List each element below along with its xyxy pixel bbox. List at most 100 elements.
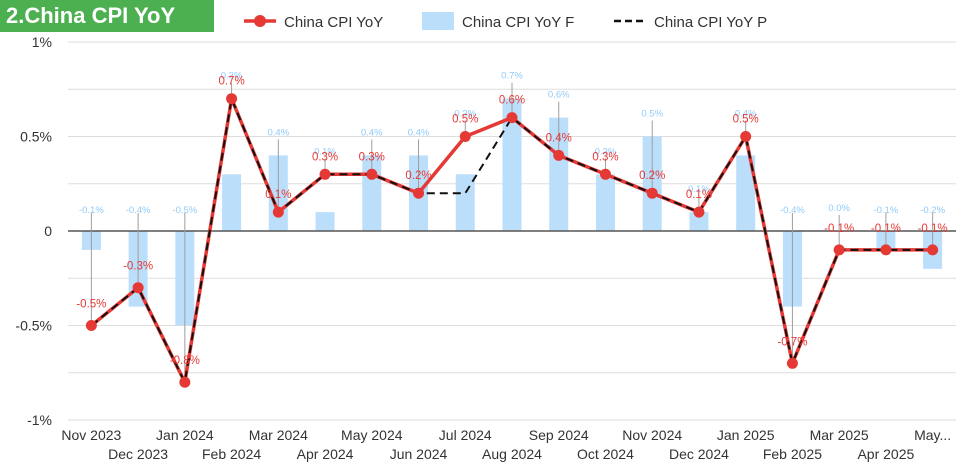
actual-data-labels: -0.5%-0.3%-0.8%0.7%0.1%0.3% 0.3%0.2%0.5%0… <box>76 76 947 368</box>
actual-point <box>459 131 471 142</box>
actual-data-label: 0.3% <box>312 151 338 163</box>
actual-data-label: -0.1% <box>824 223 854 235</box>
forecast-data-label: 0.1% <box>314 146 336 157</box>
actual-point <box>833 244 845 256</box>
x-tick-label: May 2024 <box>341 427 403 443</box>
actual-data-label: 0.1% <box>686 189 712 201</box>
x-tick-label: Dec 2023 <box>108 446 168 462</box>
actual-point <box>646 187 658 199</box>
forecast-data-label: 0.4% <box>735 109 757 120</box>
actual-point <box>506 112 518 124</box>
x-tick-label: Mar 2024 <box>249 427 308 443</box>
actual-data-label: 0.3% <box>592 151 618 163</box>
chart-title: 2.China CPI YoY <box>0 0 214 32</box>
y-tick-label: 0 <box>44 223 52 239</box>
x-tick-label: Feb 2025 <box>763 446 822 462</box>
forecast-data-label: 0.3% <box>454 109 476 120</box>
x-tick-label: May... <box>914 427 951 443</box>
forecast-data-label: 0.6% <box>548 90 570 101</box>
forecast-bar <box>222 174 242 231</box>
actual-data-label: -0.1% <box>871 223 901 235</box>
forecast-data-label: 0.1% <box>688 184 710 195</box>
forecast-data-label: -0.1% <box>873 205 898 216</box>
x-tick-label: Nov 2024 <box>622 427 682 443</box>
forecast-data-label: -0.4% <box>126 205 151 216</box>
actual-data-label: 0.7% <box>218 76 244 88</box>
legend-label-forecast: China CPI YoY F <box>462 14 574 31</box>
actual-point <box>553 149 565 161</box>
forecast-bar <box>455 174 475 231</box>
y-tick-label: 0.5% <box>20 129 52 145</box>
forecast-data-label: 0.3% <box>221 71 243 82</box>
forecast-data-label: 0.0% <box>828 203 850 214</box>
x-tick-label: Jul 2024 <box>439 427 492 443</box>
forecast-data-label: -0.1% <box>79 205 104 216</box>
label-stems <box>90 82 934 383</box>
actual-data-label: -0.8% <box>170 355 200 367</box>
actual-point <box>226 93 238 105</box>
legend-item-forecast: China CPI YoY F <box>422 12 574 31</box>
forecast-data-label: 0.7% <box>501 71 523 82</box>
actual-data-label: 0.2% <box>405 170 431 182</box>
forecast-data-label: -0.2% <box>920 205 945 216</box>
actual-point <box>319 168 331 180</box>
actual-point <box>366 168 378 180</box>
forecast-bar <box>736 155 756 231</box>
forecast-bar <box>549 117 569 231</box>
x-tick-label: Apr 2025 <box>857 446 914 462</box>
x-tick-label: Aug 2024 <box>482 446 542 462</box>
x-tick-label: Apr 2024 <box>297 446 354 462</box>
actual-data-label: 0.2% <box>639 170 665 182</box>
actual-series-points <box>85 93 939 388</box>
actual-point <box>85 320 97 331</box>
actual-point <box>413 187 425 199</box>
legend: China CPI YoY China CPI YoY F China CPI … <box>244 12 767 31</box>
forecast-data-label: -0.5% <box>172 205 197 216</box>
actual-point <box>132 282 144 294</box>
actual-data-label: 0.5% <box>452 114 478 126</box>
actual-data-label: 0.4% <box>546 132 572 144</box>
forecast-bars <box>81 98 943 326</box>
y-tick-label: -1% <box>27 412 52 428</box>
forecast-data-labels: -0.1% -0.4% -0.5%0.3%0.4%0.1%0.4% 0.4%0.3%0… <box>79 71 946 216</box>
actual-data-label: 0.3% <box>359 151 385 163</box>
forecast-data-label: 0.4% <box>267 127 289 138</box>
actual-data-label: 0.1% <box>265 189 291 201</box>
forecast-data-label: 0.3% <box>595 146 617 157</box>
forecast-bar <box>689 212 709 231</box>
y-axis: 1% 0.5% 0 -0.5% -1% <box>15 34 52 428</box>
x-tick-label: Oct 2024 <box>577 446 634 462</box>
x-tick-label: Dec 2024 <box>669 446 729 462</box>
forecast-bar <box>595 174 615 231</box>
forecast-bar <box>315 212 335 231</box>
actual-point <box>786 357 798 369</box>
forecast-data-label: 0.4% <box>361 127 383 138</box>
x-tick-label: Mar 2025 <box>810 427 869 443</box>
actual-data-label: 0.5% <box>733 114 759 126</box>
x-tick-label: Sep 2024 <box>529 427 589 443</box>
x-tick-label: Jun 2024 <box>390 446 448 462</box>
actual-data-label: -0.5% <box>76 299 106 311</box>
legend-item-actual: China CPI YoY <box>244 14 383 31</box>
x-tick-label: Feb 2024 <box>202 446 261 462</box>
actual-point <box>272 206 284 218</box>
actual-data-label: -0.1% <box>918 223 948 235</box>
forecast-bar <box>502 98 522 231</box>
actual-data-label: 0.6% <box>499 95 525 107</box>
x-tick-label: Nov 2023 <box>61 427 121 443</box>
x-tick-label: Jan 2025 <box>717 427 775 443</box>
forecast-data-label: -0.4% <box>780 205 805 216</box>
actual-data-label: -0.7% <box>777 336 807 348</box>
actual-point <box>179 376 191 388</box>
forecast-data-label: 0.5% <box>641 109 663 120</box>
legend-label-previous: China CPI YoY P <box>654 14 767 31</box>
x-axis: Nov 2023 Dec 2023 Jan 2024 Feb 2024 Mar 2024… <box>61 427 951 462</box>
actual-point <box>599 168 611 180</box>
actual-point <box>740 131 752 142</box>
legend-item-previous: China CPI YoY P <box>614 14 767 31</box>
actual-point <box>880 244 892 256</box>
y-tick-label: -0.5% <box>15 318 52 334</box>
forecast-data-label: 0.4% <box>408 127 430 138</box>
legend-label-actual: China CPI YoY <box>284 14 383 31</box>
